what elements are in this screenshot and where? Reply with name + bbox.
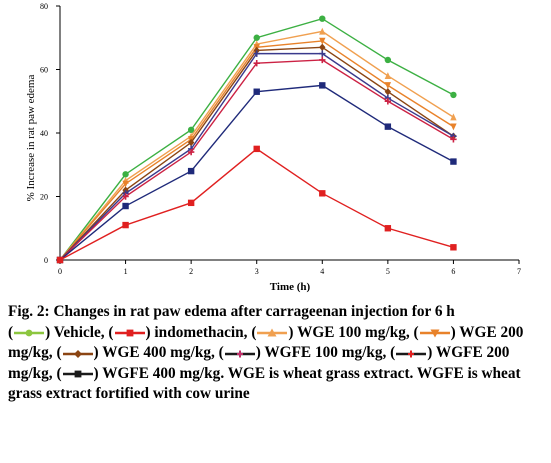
x-tick-label: 1 (124, 267, 128, 276)
data-point-vehicle (122, 171, 129, 178)
data-point-wgfe-200-mg-kg (319, 56, 326, 64)
data-point-wgfe-400-mg-kg (187, 167, 195, 175)
data-point-vehicle (384, 56, 392, 64)
data-point-wgfe-200-mg-kg (450, 136, 457, 143)
data-point-wge-200-mg-kg (122, 180, 129, 188)
data-point-indomethacin (122, 221, 129, 229)
legend-entry-text: ) WGE 400 mg/kg, ( (93, 344, 224, 362)
caption-legend: ( ) Vehicle, ( ) indomethacin, ( ) WGE 100 … (8, 323, 546, 405)
caption-title: Fig. 2: Changes in rat paw edema after c… (8, 303, 455, 320)
data-point-vehicle (319, 15, 326, 22)
data-point-vehicle (450, 91, 457, 99)
legend-symbol-triangle-down (419, 324, 451, 341)
data-point-wgfe-200-mg-kg (384, 98, 392, 105)
data-point-wge-100-mg-kg (319, 27, 326, 35)
x-tick-label: 3 (255, 267, 259, 276)
legend-entry-text: ) WGE 100 mg/kg, ( (288, 323, 419, 341)
data-point-vehicle (253, 34, 260, 41)
data-point-indomethacin (319, 190, 326, 197)
x-tick-label: 6 (451, 267, 455, 276)
x-tick-label: 2 (189, 267, 193, 276)
data-point-wgfe-400-mg-kg (384, 123, 392, 130)
data-point-indomethacin (253, 145, 260, 153)
line-chart: 0 20 40 60 80 0 1 2 3 4 5 6 7 % Increase in rat paw … (25, 2, 521, 293)
series-wgfe-400-mg-kg (56, 82, 457, 264)
data-point-wge-400-mg-kg (384, 88, 392, 96)
data-point-wge-100-mg-kg (384, 72, 392, 80)
data-point-indomethacin (187, 199, 195, 207)
x-tick-label: 4 (320, 267, 324, 276)
legend-symbol-triangle-up (256, 324, 288, 341)
y-tick-label: 80 (40, 2, 48, 11)
caption-note: WGE is wheat grass extract. WGFE is whea… (8, 364, 521, 403)
series-line-indomethacin (59, 148, 454, 261)
legend-symbol-diamond (62, 344, 94, 361)
legend-entry-text: ) indomethacin, ( (145, 323, 257, 341)
legend-symbol-square (62, 365, 94, 382)
data-point-wge-100-mg-kg (450, 113, 457, 121)
legend-entry-text: ) WGFE 100 mg/kg, ( (255, 344, 396, 362)
legend-entry-text: ) WGFE 200 mg/kg, ( (8, 344, 510, 382)
legend-symbol-square (114, 324, 146, 341)
data-point-wgfe-400-mg-kg (253, 88, 260, 95)
legend-entry-text: ) WGE 200 mg/kg, ( (8, 323, 524, 362)
data-point-wgfe-100-mg-kg (319, 50, 326, 57)
legend-entry-text: ) Vehicle, ( (45, 323, 114, 341)
data-point-wge-200-mg-kg (319, 37, 326, 45)
figure-caption: Fig. 2: Changes in rat paw edema after c… (8, 302, 546, 405)
series-line-wgfe-400-mg-kg (59, 84, 454, 261)
y-tick-label: 0 (44, 256, 48, 265)
y-tick-label: 40 (40, 129, 48, 138)
x-tick-label: 0 (58, 267, 62, 276)
series-indomethacin (56, 145, 457, 264)
data-point-wgfe-400-mg-kg (450, 158, 457, 165)
data-point-wgfe-400-mg-kg (319, 82, 326, 89)
data-point-wgfe-200-mg-kg (187, 148, 195, 156)
y-tick-label: 20 (40, 193, 48, 202)
legend-symbol-cross-red (395, 344, 427, 361)
legend-symbol-cross (224, 344, 256, 361)
data-point-wge-200-mg-kg (384, 82, 392, 90)
series-wgfe-200-mg-kg (56, 56, 457, 264)
chart-axes: 0 20 40 60 80 0 1 2 3 4 5 6 7 (40, 2, 521, 276)
data-point-wgfe-200-mg-kg (122, 193, 129, 200)
x-axis-label: Time (h) (270, 281, 311, 293)
data-point-indomethacin (56, 256, 64, 264)
data-point-indomethacin (450, 244, 457, 251)
data-point-wge-400-mg-kg (319, 43, 326, 51)
legend-entry-text: ) WGFE 400 mg/kg. (93, 364, 225, 382)
data-point-wgfe-200-mg-kg (253, 59, 260, 67)
data-point-wge-400-mg-kg (187, 138, 195, 147)
y-tick-label: 60 (40, 66, 48, 75)
data-point-indomethacin (384, 225, 392, 232)
y-axis-label: % Increase in rat paw edema (25, 75, 37, 202)
legend-symbol-circle (13, 324, 45, 341)
data-point-wgfe-400-mg-kg (122, 202, 129, 210)
x-tick-label: 7 (517, 267, 521, 276)
data-point-wgfe-100-mg-kg (253, 50, 260, 57)
legend-open-paren: ( (8, 323, 14, 341)
x-tick-label: 5 (386, 267, 390, 276)
chart-series (56, 15, 457, 264)
data-point-vehicle (187, 126, 195, 134)
data-point-wge-200-mg-kg (450, 123, 457, 131)
